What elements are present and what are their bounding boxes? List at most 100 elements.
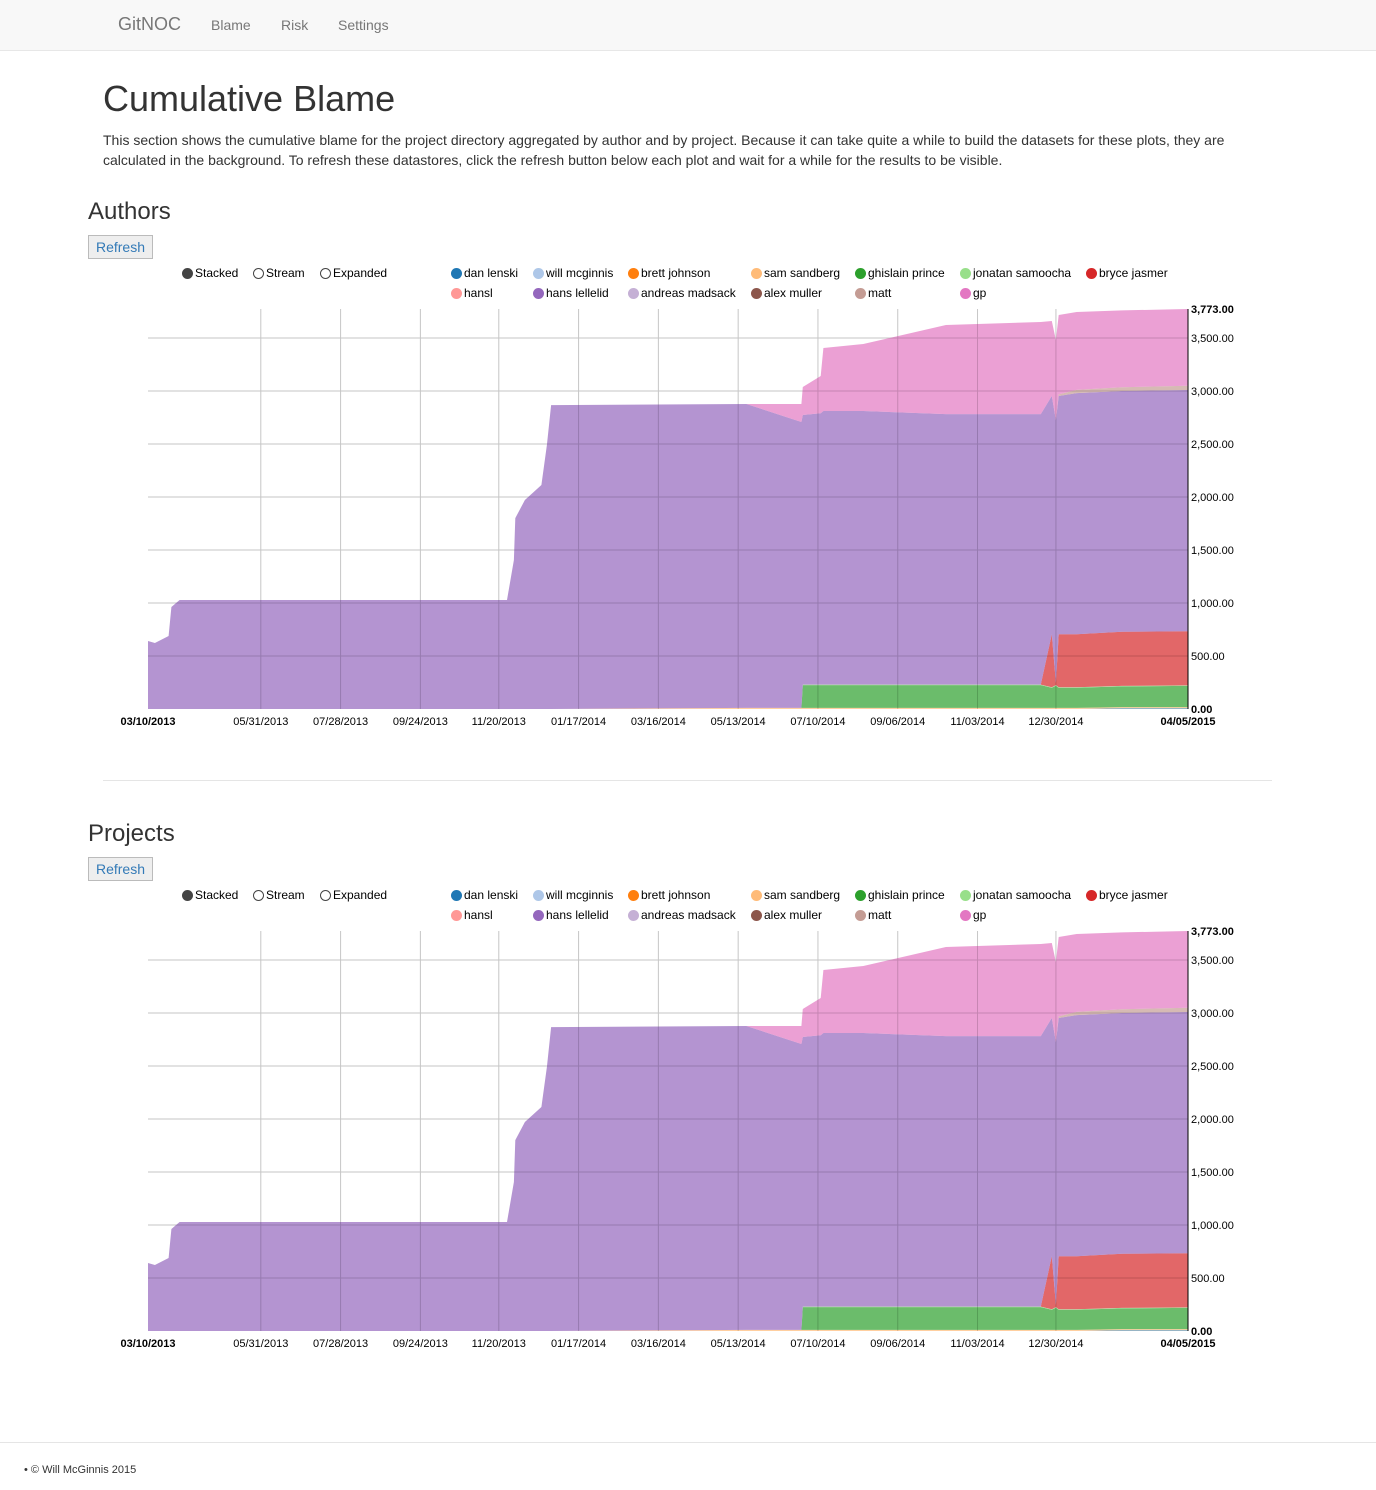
area-ghislain-prince [148, 685, 1188, 709]
x-tick-label: 09/24/2013 [393, 716, 448, 728]
footer-divider [0, 1442, 1376, 1443]
x-tick-label: 09/06/2014 [870, 716, 925, 728]
legend-swatch-icon [628, 889, 639, 901]
mode-stacked-toggle[interactable]: Stacked [182, 888, 238, 902]
legend-item[interactable]: will mcginnis [533, 888, 613, 902]
x-tick-label: 03/10/2013 [120, 716, 175, 728]
legend-item[interactable]: brett johnson [628, 888, 710, 902]
legend-item[interactable]: sam sandberg [751, 266, 840, 280]
nav-risk[interactable]: Risk [281, 17, 309, 33]
legend-swatch-icon [751, 909, 762, 921]
legend-item[interactable]: bryce jasmer [1086, 888, 1168, 902]
legend-item[interactable]: dan lenski [451, 266, 518, 280]
y-tick-label: 2,500.00 [1191, 439, 1234, 451]
legend-swatch-icon [960, 889, 971, 901]
x-tick-label: 04/05/2015 [1160, 716, 1215, 728]
legend-swatch-icon [855, 909, 866, 921]
y-tick-label: 3,000.00 [1191, 386, 1234, 398]
refresh-button[interactable]: Refresh [88, 235, 153, 259]
page-title: Cumulative Blame [103, 78, 396, 119]
legend-item[interactable]: sam sandberg [751, 888, 840, 902]
legend-swatch-icon [628, 909, 639, 921]
x-tick-label: 11/03/2014 [950, 716, 1004, 728]
navbar: GitNOC Blame Risk Settings [0, 0, 1376, 51]
mode-expanded-toggle[interactable]: Expanded [320, 266, 387, 280]
legend-item[interactable]: dan lenski [451, 888, 518, 902]
x-tick-label: 05/31/2013 [233, 1338, 288, 1350]
legend-swatch-icon [628, 287, 639, 299]
y-tick-label: 1,500.00 [1191, 1167, 1234, 1179]
legend-item[interactable]: matt [855, 286, 891, 300]
legend-item[interactable]: jonatan samoocha [960, 266, 1071, 280]
legend-item[interactable]: matt [855, 908, 891, 922]
mode-stacked-toggle[interactable]: Stacked [182, 266, 238, 280]
legend-swatch-icon [855, 287, 866, 299]
x-tick-label: 11/20/2013 [472, 1338, 526, 1350]
section-title: Authors [88, 198, 171, 225]
legend-swatch-icon [533, 889, 544, 901]
x-tick-label: 05/13/2014 [711, 716, 766, 728]
brand-link[interactable]: GitNOC [118, 14, 181, 34]
legend-label: ghislain prince [868, 266, 945, 280]
legend-swatch-icon [533, 909, 544, 921]
area-sam-sandberg [148, 707, 1188, 709]
legend-item[interactable]: bryce jasmer [1086, 266, 1168, 280]
radio-icon [320, 889, 331, 901]
legend-item[interactable]: gp [960, 908, 986, 922]
legend-item[interactable]: gp [960, 286, 986, 300]
mode-expanded-toggle[interactable]: Expanded [320, 888, 387, 902]
y-tick-label: 3,500.00 [1191, 955, 1234, 967]
y-tick-label: 0.00 [1191, 1326, 1212, 1338]
grid-overlay [148, 931, 1188, 1331]
y-tick-label: 2,500.00 [1191, 1061, 1234, 1073]
legend-item[interactable]: brett johnson [628, 266, 710, 280]
legend-item[interactable]: hansl [451, 908, 493, 922]
x-tick-label: 01/17/2014 [551, 716, 606, 728]
legend-label: matt [868, 286, 892, 300]
legend-label: andreas madsack [641, 908, 736, 922]
legend-label: andreas madsack [641, 286, 736, 300]
mode-stream-toggle[interactable]: Stream [253, 888, 305, 902]
mode-label: Expanded [333, 266, 388, 280]
legend-swatch-icon [960, 267, 971, 279]
x-tick-label: 12/30/2014 [1028, 1338, 1083, 1350]
x-tick-label: 03/16/2014 [631, 1338, 686, 1350]
legend-item[interactable]: hans lellelid [533, 908, 609, 922]
nav-settings[interactable]: Settings [338, 17, 389, 33]
y-tick-label: 3,773.00 [1191, 304, 1234, 316]
legend-item[interactable]: ghislain prince [855, 888, 945, 902]
legend-item[interactable]: hansl [451, 286, 493, 300]
authors-section: Authors Refresh Stacked Stream Expanded dan l… [0, 198, 1376, 758]
y-tick-label: 1,500.00 [1191, 545, 1234, 557]
legend-label: brett johnson [641, 888, 711, 902]
legend-item[interactable]: andreas madsack [628, 908, 736, 922]
refresh-button[interactable]: Refresh [88, 857, 153, 881]
area-dan-lenski [148, 708, 1188, 709]
footer: • © Will McGinnis 2015 [24, 1464, 137, 1476]
legend-swatch-icon [628, 267, 639, 279]
legend-label: bryce jasmer [1099, 266, 1168, 280]
legend-label: hans lellelid [546, 908, 609, 922]
legend-item[interactable]: alex muller [751, 908, 822, 922]
legend-swatch-icon [960, 287, 971, 299]
mode-stream-toggle[interactable]: Stream [253, 266, 305, 280]
legend-swatch-icon [855, 267, 866, 279]
area-gp [148, 309, 1188, 643]
legend-item[interactable]: ghislain prince [855, 266, 945, 280]
legend-label: sam sandberg [764, 888, 841, 902]
legend-label: will mcginnis [546, 888, 614, 902]
legend-label: brett johnson [641, 266, 711, 280]
nav-blame[interactable]: Blame [211, 17, 251, 33]
y-tick-label: 0.00 [1191, 704, 1212, 716]
area-hans-lellelid [148, 390, 1188, 709]
legend-swatch-icon [751, 267, 762, 279]
legend-label: hansl [464, 908, 493, 922]
x-tick-label: 03/16/2014 [631, 716, 686, 728]
legend-label: dan lenski [464, 888, 519, 902]
x-tick-label: 07/28/2013 [313, 716, 368, 728]
legend-item[interactable]: andreas madsack [628, 286, 736, 300]
legend-item[interactable]: alex muller [751, 286, 822, 300]
legend-item[interactable]: will mcginnis [533, 266, 613, 280]
legend-item[interactable]: hans lellelid [533, 286, 609, 300]
legend-item[interactable]: jonatan samoocha [960, 888, 1071, 902]
